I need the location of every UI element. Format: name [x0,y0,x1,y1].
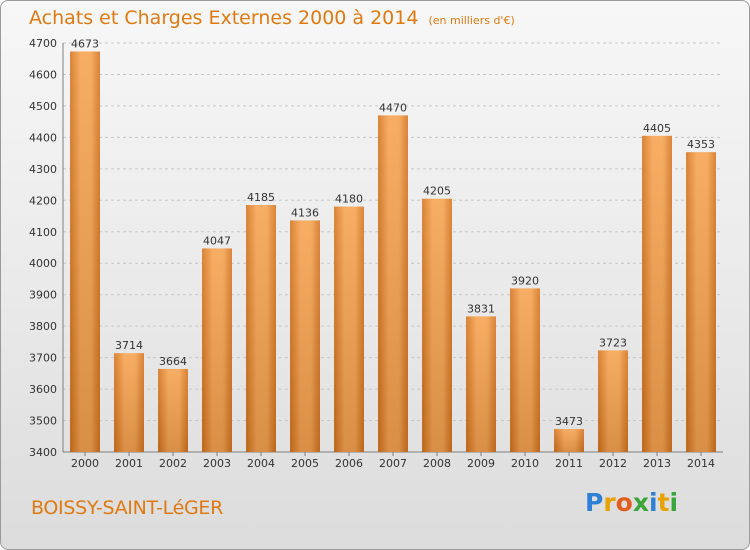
bar-shade [554,429,584,452]
x-tick-label: 2011 [555,457,583,470]
x-tick-label: 2007 [379,457,407,470]
y-tick-label: 4100 [29,226,57,239]
data-label: 4205 [423,185,451,198]
bar-shade [334,206,364,452]
y-tick-label: 3900 [29,289,57,302]
logo-letter: i [669,488,679,517]
bar-shade [686,152,716,452]
city-name: BOISSY-SAINT-LéGER [31,497,224,519]
data-label: 3920 [511,274,539,287]
y-tick-label: 4300 [29,163,57,176]
bar-shade [202,248,232,452]
bar-shade [510,288,540,452]
data-label: 3473 [555,415,583,428]
x-tick-label: 2004 [247,457,275,470]
x-tick-label: 2008 [423,457,451,470]
data-label: 4353 [687,138,715,151]
y-tick-label: 3800 [29,320,57,333]
y-tick-label: 4700 [29,37,57,50]
y-tick-label: 4500 [29,100,57,113]
bar-shade [642,135,672,453]
y-tick-label: 4200 [29,194,57,207]
proxiti-logo[interactable]: Proxiti [585,488,678,517]
bar-shade [290,220,320,452]
chart-title: Achats et Charges Externes 2000 à 2014 (e… [29,7,515,29]
y-tick-label: 3500 [29,415,57,428]
bar-shade [70,51,100,452]
bar-shade [158,368,188,452]
chart-subtitle: (en milliers d'€) [428,14,515,27]
data-label: 4136 [291,206,319,219]
data-label: 3831 [467,302,495,315]
x-tick-label: 2013 [643,457,671,470]
bar-shade [378,115,408,452]
bar-shade [422,198,452,452]
y-tick-label: 3700 [29,352,57,365]
logo-letter: t [657,488,670,517]
y-tick-label: 3600 [29,383,57,396]
x-tick-label: 2014 [687,457,715,470]
x-tick-label: 2010 [511,457,539,470]
chart-title-text: Achats et Charges Externes 2000 à 2014 [29,7,419,29]
x-tick-label: 2000 [71,457,99,470]
bar-shade [114,353,144,452]
y-tick-label: 4600 [29,68,57,81]
data-label: 4180 [335,193,363,206]
data-label: 4185 [247,191,275,204]
x-tick-label: 2001 [115,457,143,470]
bar-shade [466,316,496,452]
data-label: 3664 [159,355,187,368]
data-label: 3714 [115,339,143,352]
logo-letter: o [615,488,633,517]
data-label: 4405 [643,122,671,135]
y-tick-label: 4000 [29,257,57,270]
data-label: 4470 [379,101,407,114]
data-label: 3723 [599,336,627,349]
x-tick-label: 2006 [335,457,363,470]
x-tick-label: 2009 [467,457,495,470]
y-tick-label: 4400 [29,131,57,144]
x-tick-label: 2005 [291,457,319,470]
x-tick-label: 2002 [159,457,187,470]
logo-letter: x [632,488,649,517]
logo-letter: r [603,488,616,517]
bar-shade [598,350,628,452]
logo-letter: P [585,488,604,517]
x-tick-label: 2003 [203,457,231,470]
logo-letter: i [649,488,658,517]
bar-shade [246,205,276,452]
x-tick-label: 2012 [599,457,627,470]
y-tick-label: 3400 [29,446,57,459]
data-label: 4047 [203,234,231,247]
data-label: 4673 [71,37,99,50]
